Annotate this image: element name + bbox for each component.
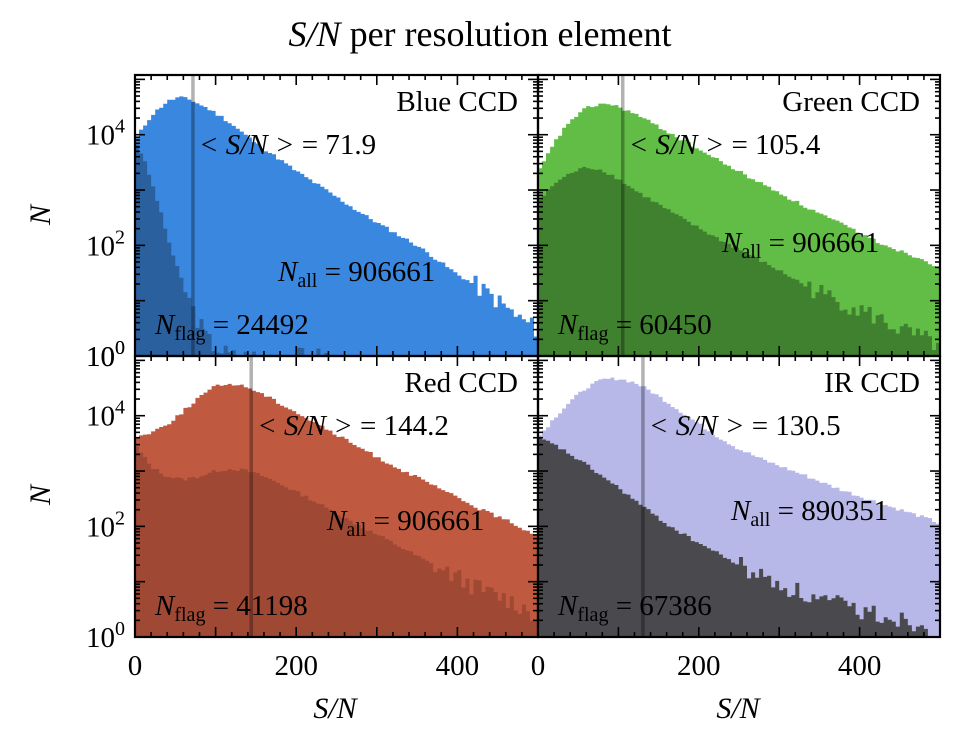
n-all-subscript: all [741, 241, 761, 263]
y-tick-label: 102 [86, 226, 125, 262]
mean-label-body: < S/N > [649, 410, 745, 442]
mean-label-body: < S/N > [257, 410, 353, 442]
plot-area [538, 75, 940, 356]
n-flag-label: Nflag = 67386 [557, 590, 712, 626]
n-all-value: = 906661 [366, 505, 484, 537]
n-flag-value: = 60450 [608, 309, 711, 341]
n-all-value: = 890351 [770, 495, 888, 527]
n-flag-subscript: flag [174, 604, 205, 626]
mean-label: < S/N > = 130.5 [649, 410, 841, 442]
n-all-label: Nall = 906661 [277, 256, 435, 292]
y-tick-label: 100 [86, 618, 125, 654]
panel-ir-ccd: 0 200 400 IR CCD < S/N > = 130.5 Nall = 89035… [531, 354, 942, 682]
histogram-flag [135, 144, 538, 356]
ccd-label: Blue CCD [396, 86, 518, 118]
title-italic: S/N [289, 14, 343, 54]
ccd-label: Red CCD [404, 367, 518, 399]
x-tick-label: 0 [128, 650, 143, 682]
panel-frame [536, 354, 942, 639]
mean-label: < S/N > = 144.2 [257, 410, 449, 442]
histogram-flag [135, 446, 538, 637]
y-tick-base: 10 [86, 120, 115, 152]
n-all-symbol: N [326, 505, 348, 537]
n-flag-label: Nflag = 60450 [557, 309, 712, 345]
n-all-subscript: all [346, 519, 366, 541]
x-axis-label-left: S/N [313, 692, 358, 725]
y-tick-exponent: 0 [115, 618, 125, 640]
n-all-symbol: N [730, 495, 752, 527]
y-tick-exponent: 0 [115, 337, 125, 359]
n-all-label: Nall = 906661 [326, 505, 484, 541]
mean-label-value: = 144.2 [353, 410, 449, 442]
histogram-all [135, 96, 538, 356]
n-flag-subscript: flag [577, 604, 608, 626]
x-tick-label: 400 [436, 650, 480, 682]
n-all-symbol: N [277, 256, 299, 288]
plot-area [135, 356, 538, 637]
n-all-symbol: N [721, 227, 743, 259]
n-flag-value: = 67386 [608, 590, 711, 622]
n-flag-symbol: N [557, 309, 579, 341]
histogram-flag [538, 437, 940, 637]
y-tick-label: 104 [86, 397, 125, 433]
y-tick-label: 104 [86, 116, 125, 152]
mean-label-value: = 105.4 [724, 129, 821, 161]
x-tick-label: 200 [274, 650, 318, 682]
plot-area [538, 356, 940, 637]
n-flag-label: Nflag = 24492 [154, 309, 309, 345]
n-flag-symbol: N [154, 590, 176, 622]
n-all-value: = 906661 [761, 227, 879, 259]
n-flag-symbol: N [154, 309, 176, 341]
n-all-label: Nall = 906661 [721, 227, 879, 263]
x-tick-label: 0 [531, 650, 546, 682]
mean-label-value: = 71.9 [294, 129, 376, 161]
y-tick-base: 10 [86, 622, 115, 654]
n-flag-label: Nflag = 41198 [154, 590, 308, 626]
plot-area [135, 75, 538, 356]
n-all-subscript: all [297, 270, 317, 292]
y-tick-exponent: 0 [115, 337, 125, 359]
mean-label: < S/N > = 105.4 [629, 129, 821, 161]
y-axis-label-top: N [24, 203, 57, 226]
ccd-label: IR CCD [824, 367, 920, 399]
n-all-label: Nall = 890351 [730, 495, 888, 531]
n-flag-subscript: flag [174, 323, 205, 345]
n-flag-symbol: N [557, 590, 579, 622]
mean-label-value: = 130.5 [744, 410, 840, 442]
ccd-label: Green CCD [782, 86, 920, 118]
y-tick-base: 10 [86, 341, 115, 373]
y-tick-base: 10 [86, 401, 115, 433]
y-tick-base: 10 [86, 230, 115, 262]
histogram-flag [538, 166, 940, 356]
mean-label-body: < S/N > [199, 129, 295, 161]
y-tick-exponent: 4 [115, 397, 125, 419]
y-tick-exponent: 2 [115, 507, 125, 529]
x-tick-label: 400 [838, 650, 882, 682]
y-tick-label: 100 [86, 337, 125, 373]
mean-label: < S/N > = 71.9 [199, 129, 376, 161]
n-all-value: = 906661 [317, 256, 435, 288]
y-tick-exponent: 4 [115, 116, 125, 138]
y-tick-label: 102 [86, 507, 125, 543]
y-tick-base: 10 [86, 341, 115, 373]
x-axis-label-right: S/N [716, 692, 761, 725]
y-axis-label-bottom: N [24, 483, 57, 506]
x-tick-label: 200 [677, 650, 721, 682]
y-tick-label: 100 [86, 337, 125, 373]
n-flag-value: = 24492 [205, 309, 308, 341]
title-rest: per resolution element [341, 14, 672, 54]
mean-label-body: < S/N > [629, 129, 725, 161]
n-flag-subscript: flag [577, 323, 608, 345]
n-flag-value: = 41198 [205, 590, 307, 622]
n-all-subscript: all [750, 509, 770, 531]
y-tick-base: 10 [86, 511, 115, 543]
y-tick-exponent: 2 [115, 226, 125, 248]
figure-title: S/N per resolution element [289, 14, 672, 54]
